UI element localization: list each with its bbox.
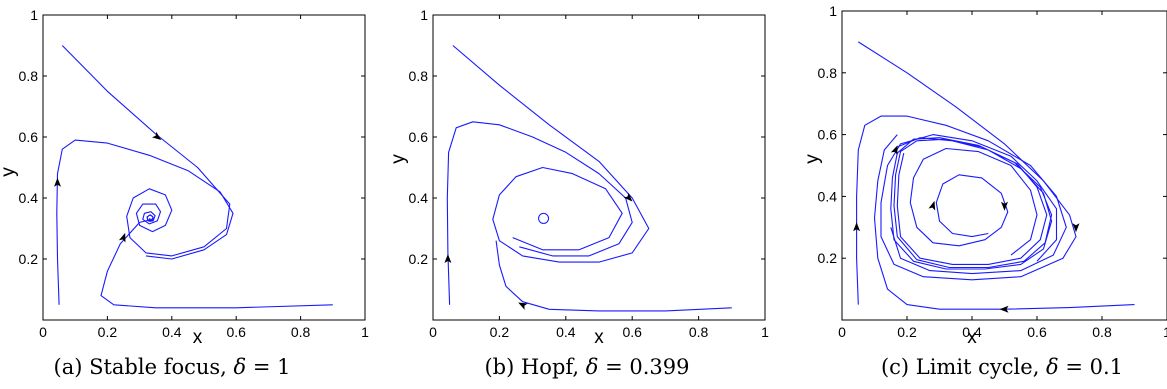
x-tick-label: 0: [429, 324, 437, 340]
plot-frame: [432, 14, 766, 321]
x-tick-label: 0.6: [622, 324, 642, 340]
x-tick-label: 1: [761, 324, 769, 340]
direction-arrow: [999, 305, 1009, 313]
x-tick-label: 0.8: [291, 324, 311, 340]
direction-arrow: [853, 222, 861, 232]
direction-arrow: [54, 177, 61, 187]
caption-text: (b) Hopf,: [484, 355, 585, 379]
trajectory-line-0: [858, 41, 1077, 281]
x-tick-label: 1: [1163, 324, 1167, 340]
x-tick-label: 0.2: [98, 324, 118, 340]
caption-text: (c) Limit cycle,: [881, 355, 1046, 379]
panel-caption: (a) Stable focus, δ = 1: [54, 355, 291, 379]
equilibrium-point: [538, 212, 550, 224]
caption-value: = 0.1: [1059, 355, 1123, 379]
y-tick-label: 1: [829, 3, 837, 19]
trajectories: [444, 45, 732, 312]
y-tick-label: 0.8: [818, 65, 838, 81]
trajectory-line-0: [452, 45, 650, 263]
y-tick-label: 0.4: [818, 188, 838, 204]
y-axis-label: y: [388, 154, 409, 164]
y-tick-label: 0.8: [19, 68, 39, 84]
x-axis-label: x: [967, 327, 977, 348]
plot-frame: [841, 10, 1167, 321]
caption-delta-symbol: δ: [586, 355, 599, 379]
panel-caption: (c) Limit cycle, δ = 0.1: [881, 355, 1123, 379]
direction-arrow: [518, 302, 528, 310]
direction-arrow: [1072, 223, 1080, 233]
x-tick-label: 0.4: [556, 324, 576, 340]
x-tick-label: 0.6: [226, 324, 246, 340]
y-tick-label: 0.2: [409, 251, 429, 267]
direction-arrow: [151, 131, 162, 141]
trajectory-line-2: [495, 240, 732, 312]
y-tick-label: 0.4: [19, 190, 39, 206]
direction-arrow: [444, 254, 452, 263]
x-tick-label: 0.4: [162, 324, 182, 340]
x-tick-label: 0.8: [689, 324, 709, 340]
y-tick-label: 0.2: [818, 250, 838, 266]
trajectory-line-1: [446, 121, 633, 305]
x-tick-label: 0.8: [1092, 324, 1112, 340]
y-tick-label: 0.6: [409, 129, 429, 145]
y-tick-label: 0.2: [19, 251, 39, 267]
caption-delta-symbol: δ: [234, 355, 247, 379]
chart-panel-1: 0 0.2 0.4 0.6 0.8 1 0.2 0.4 0.6 0.8 1 x y (b) Hopf, δ…: [388, 7, 769, 379]
trajectory-line-2: [873, 134, 1135, 310]
x-tick-label: 0.4: [962, 324, 982, 340]
x-tick-label: 1: [361, 324, 369, 340]
chart-panel-2: 0 0.2 0.4 0.6 0.8 1 0.2 0.4 0.6 0.8 1 x y (c) Limit c…: [802, 3, 1167, 379]
x-tick-label: 0: [39, 324, 47, 340]
equilibrium-point: [146, 214, 154, 222]
trajectory-line-1: [56, 139, 234, 305]
x-tick-label: 0.2: [897, 324, 917, 340]
x-axis-label: x: [594, 327, 604, 348]
caption-value: = 0.399: [598, 355, 689, 379]
y-tick-label: 0.6: [818, 127, 838, 143]
trajectory-line-1: [856, 115, 1067, 305]
x-tick-label: 0: [838, 324, 846, 340]
direction-arrow: [1001, 201, 1008, 211]
trajectories: [54, 45, 333, 309]
caption-value: = 1: [246, 355, 290, 379]
y-axis-label: y: [802, 154, 823, 164]
panel-caption: (b) Hopf, δ = 0.399: [484, 355, 689, 379]
y-tick-label: 0.4: [409, 190, 429, 206]
direction-arrow: [623, 192, 633, 202]
direction-arrow: [118, 232, 126, 243]
x-tick-label: 0.2: [490, 324, 510, 340]
trajectory-line-0: [61, 45, 231, 257]
trajectory-line-3: [890, 137, 1053, 270]
y-tick-label: 1: [30, 7, 38, 23]
x-tick-label: 0.6: [1027, 324, 1047, 340]
trajectory-line-4: [909, 147, 1038, 256]
chart-panel-0: 0 0.2 0.4 0.6 0.8 1 0.2 0.4 0.6 0.8 1 x y (a) Stable …: [0, 7, 369, 379]
y-tick-label: 1: [420, 7, 428, 23]
trajectories: [853, 41, 1135, 313]
x-axis-label: x: [193, 327, 203, 348]
caption-delta-symbol: δ: [1046, 355, 1059, 379]
plot-frame: [42, 14, 366, 321]
direction-arrow: [890, 145, 898, 156]
direction-arrow: [928, 200, 936, 211]
y-tick-label: 0.8: [409, 68, 429, 84]
trajectory-line-2: [100, 218, 333, 309]
caption-text: (a) Stable focus,: [54, 355, 234, 379]
y-axis-label: y: [0, 167, 19, 177]
y-tick-label: 0.6: [19, 129, 39, 145]
